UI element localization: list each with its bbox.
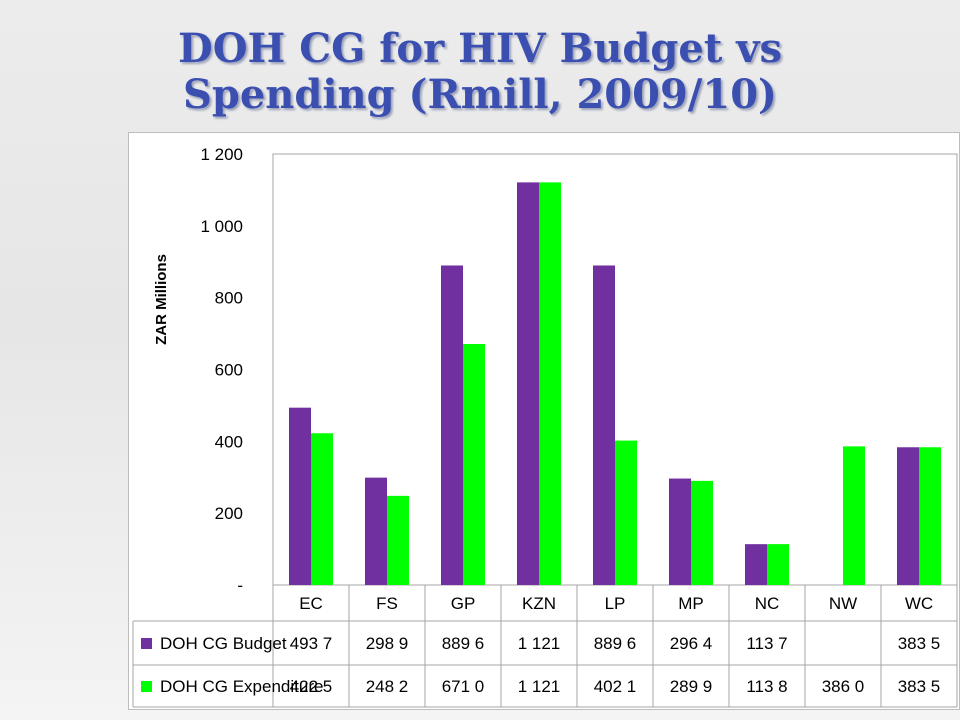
y-tick-label: - [237,576,243,595]
table-value-budget: 493 7 [290,634,333,653]
slide-title-line-2: Spending (Rmill, 2009/10) [183,71,777,118]
bar-budget [289,407,311,585]
bar-budget [441,265,463,585]
bar-budget [593,265,615,585]
bar-expenditure [615,440,637,585]
y-tick-label: 200 [215,504,243,523]
legend-label-budget: DOH CG Budget [160,634,287,653]
bar-expenditure [311,433,333,585]
bar-expenditure [691,480,713,585]
y-tick-label: 1 200 [200,145,243,164]
y-axis-title: ZAR Millions [153,254,170,345]
table-value-expenditure: 383 5 [898,677,941,696]
table-value-budget: 889 6 [442,634,485,653]
table-value-budget: 1 121 [518,634,561,653]
category-label: WC [905,594,933,613]
category-label: MP [678,594,704,613]
table-value-budget: 383 5 [898,634,941,653]
bar-budget [897,447,919,585]
table-value-expenditure: 1 121 [518,677,561,696]
slide-title-line-1: DOH CG for HIV Budget vs [178,25,782,72]
budget-vs-spending-chart: - 200 400 600 800 1 000 1 200 ZAR Millions EC FS G… [132,145,958,708]
y-tick-label: 600 [215,361,243,380]
table-value-budget: 889 6 [594,634,637,653]
table-value-expenditure: 386 0 [822,677,865,696]
bar-expenditure [539,182,561,585]
category-label: NW [829,594,857,613]
y-tick-label: 400 [215,432,243,451]
category-label: GP [451,594,476,613]
bar-expenditure [843,446,865,585]
legend-key-budget [141,638,152,649]
bar-expenditure [463,343,485,585]
table-value-budget: 113 7 [746,634,787,653]
table-value-expenditure: 402 1 [594,677,637,696]
y-tick-label: 800 [215,289,243,308]
table-value-budget: 298 9 [366,634,409,653]
legend-key-expenditure [141,681,152,692]
chart-frame: - 200 400 600 800 1 000 1 200 ZAR Millions EC FS G… [128,132,960,710]
table-value-expenditure: 113 8 [746,677,787,696]
bar-expenditure [387,495,409,585]
legend-label-expenditure: DOH CG Expenditure [160,677,323,696]
category-label: KZN [522,594,556,613]
category-label: NC [755,594,780,613]
bar-budget [517,182,539,585]
table-value-expenditure: 671 0 [442,677,485,696]
bar-budget [745,544,767,585]
category-label: LP [605,594,626,613]
bar-expenditure [919,447,941,585]
table-value-expenditure: 289 9 [670,677,713,696]
table-value-expenditure: 422 5 [290,677,333,696]
bar-budget [365,477,387,585]
bar-budget [669,478,691,585]
slide-title: DOH CG for HIV Budget vs Spending (Rmill… [0,26,960,118]
category-label: FS [376,594,398,613]
category-label: EC [299,594,323,613]
table-value-budget: 296 4 [670,634,713,653]
table-value-expenditure: 248 2 [366,677,409,696]
bar-expenditure [767,544,789,585]
y-tick-label: 1 000 [200,217,243,236]
